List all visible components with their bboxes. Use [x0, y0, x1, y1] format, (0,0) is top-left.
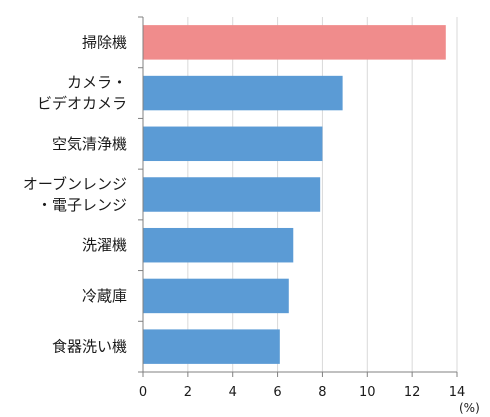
- category-label-2: 空気清浄機: [52, 135, 127, 153]
- category-label-3: オーブンレンジ・電子レンジ: [23, 175, 127, 214]
- category-label-line: 空気清浄機: [52, 135, 127, 153]
- bars: [143, 25, 446, 364]
- bar-3: [143, 177, 321, 212]
- category-label-6: 食器洗い機: [52, 338, 127, 356]
- category-label-line: 冷蔵庫: [82, 287, 127, 305]
- category-label-1: カメラ・ビデオカメラ: [37, 74, 127, 113]
- x-tick-label-6: 6: [273, 385, 281, 400]
- bar-1: [143, 75, 343, 111]
- bar-2: [143, 126, 323, 162]
- axes: [138, 16, 458, 377]
- category-label-5: 冷蔵庫: [82, 287, 127, 305]
- x-tick-label-0: 0: [139, 385, 147, 400]
- x-tick-label-8: 8: [318, 385, 326, 400]
- bar-4: [143, 227, 294, 263]
- tick-labels: 0 2 4 6 8 10 12 14: [139, 385, 465, 400]
- category-label-0: 掃除機: [82, 33, 127, 51]
- category-labels: 掃除機カメラ・ビデオカメラ空気清浄機オーブンレンジ・電子レンジ洗濯機冷蔵庫食器洗…: [23, 33, 127, 355]
- x-tick-label-12: 12: [404, 385, 421, 400]
- x-tick-label-10: 10: [359, 385, 376, 400]
- x-axis-unit-label: (%): [459, 401, 480, 415]
- x-tick-label-2: 2: [184, 385, 192, 400]
- category-label-line: 食器洗い機: [52, 338, 127, 356]
- x-tick-label-14: 14: [449, 385, 466, 400]
- category-label-4: 洗濯機: [82, 236, 127, 254]
- category-label-line: オーブンレンジ: [23, 175, 127, 193]
- bar-0: [143, 25, 446, 60]
- x-tick-label-4: 4: [229, 385, 237, 400]
- category-label-line: ビデオカメラ: [37, 95, 127, 113]
- category-label-line: ・電子レンジ: [37, 196, 127, 214]
- category-label-line: カメラ・: [67, 74, 127, 92]
- category-label-line: 洗濯機: [82, 236, 127, 254]
- category-label-line: 掃除機: [82, 33, 127, 51]
- bar-5: [143, 278, 289, 314]
- bar-6: [143, 329, 280, 364]
